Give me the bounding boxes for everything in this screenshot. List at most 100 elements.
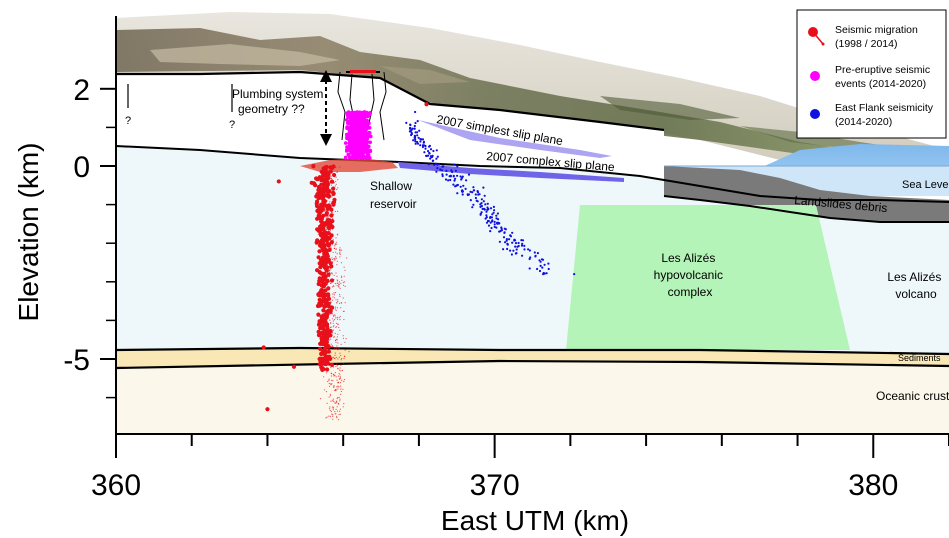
fine-seismicity-point: [332, 296, 333, 297]
east-flank-point: [430, 148, 432, 150]
east-flank-point: [419, 140, 421, 142]
fine-seismicity-point: [332, 294, 333, 295]
fine-seismicity-point: [327, 403, 328, 404]
fine-seismicity-point: [333, 325, 334, 326]
fine-seismicity-point: [330, 410, 331, 411]
east-flank-point: [465, 188, 467, 190]
fine-seismicity-point: [335, 292, 336, 293]
fine-seismicity-point: [337, 211, 338, 212]
seismic-migration-point: [316, 313, 320, 317]
fine-seismicity-point: [344, 379, 345, 380]
east-flank-point: [484, 209, 486, 211]
fine-seismicity-point: [336, 248, 337, 249]
east-flank-point: [489, 230, 491, 232]
east-flank-point: [435, 171, 437, 173]
question-mark-left: ?: [125, 115, 131, 127]
fine-seismicity-point: [333, 323, 334, 324]
fine-seismicity-point: [333, 347, 334, 348]
seismic-migration-point: [317, 330, 321, 334]
fine-seismicity-point: [337, 187, 338, 188]
seismic-migration-point: [311, 164, 315, 168]
fine-seismicity-point: [345, 286, 346, 287]
east-flank-point: [541, 267, 543, 269]
east-flank-point: [516, 248, 518, 250]
east-flank-point: [493, 206, 495, 208]
fine-seismicity-point: [339, 374, 340, 375]
fine-seismicity-point: [338, 327, 339, 328]
pre-eruptive-point: [354, 142, 358, 146]
east-flank-point: [433, 164, 435, 166]
pre-eruptive-point: [353, 134, 357, 138]
seismic-migration-point: [326, 171, 330, 175]
pre-eruptive-point: [350, 142, 354, 146]
fine-seismicity-point: [337, 365, 338, 366]
pre-eruptive-point: [346, 111, 350, 115]
fine-seismicity-point: [337, 285, 338, 286]
seismic-migration-point: [323, 299, 327, 303]
east-flank-point: [416, 131, 418, 133]
east-flank-point: [487, 209, 489, 211]
east-flank-point: [414, 125, 416, 127]
fine-seismicity-point: [334, 375, 335, 376]
seismic-migration-point: [277, 179, 281, 183]
fine-seismicity-point: [340, 376, 341, 377]
seismic-migration-point: [330, 278, 334, 282]
y-tick-label: -5: [63, 344, 90, 377]
fine-seismicity-point: [329, 379, 330, 380]
fine-seismicity-point: [330, 384, 331, 385]
fine-seismicity-point: [330, 401, 331, 402]
pre-eruptive-point: [357, 151, 361, 155]
seismic-migration-point: [329, 213, 333, 217]
fine-seismicity-point: [335, 258, 336, 259]
east-flank-point: [546, 272, 548, 274]
fine-seismicity-point: [328, 380, 329, 381]
east-flank-point: [497, 212, 499, 214]
fine-seismicity-point: [339, 284, 340, 285]
fine-seismicity-point: [340, 283, 341, 284]
east-flank-point: [453, 175, 455, 177]
seismic-migration-point: [331, 201, 335, 205]
east-flank-point: [428, 146, 430, 148]
east-flank-point: [468, 174, 470, 176]
legend: Seismic migration(1998 / 2014)Pre-erupti…: [797, 10, 946, 138]
fine-seismicity-point: [338, 419, 339, 420]
east-flank-point: [477, 190, 479, 192]
fine-seismicity-point: [339, 281, 340, 282]
fine-seismicity-point: [335, 390, 336, 391]
fine-seismicity-point: [343, 406, 344, 407]
fine-seismicity-point: [329, 406, 330, 407]
fine-seismicity-point: [336, 364, 337, 365]
fine-seismicity-point: [340, 254, 341, 255]
fine-seismicity-point: [337, 307, 338, 308]
fine-seismicity-point: [337, 301, 338, 302]
fine-seismicity-point: [340, 377, 341, 378]
east-flank-point: [502, 248, 504, 250]
seismic-migration-point: [325, 337, 329, 341]
east-flank-point: [483, 200, 485, 202]
fine-seismicity-point: [338, 376, 339, 377]
seismic-migration-point: [318, 265, 322, 269]
fine-seismicity-point: [328, 416, 329, 417]
fine-seismicity-point: [343, 358, 344, 359]
fine-seismicity-point: [334, 411, 335, 412]
east-flank-point: [428, 152, 430, 154]
pre-eruptive-point: [361, 130, 365, 134]
fine-seismicity-point: [332, 380, 333, 381]
east-flank-point: [547, 263, 549, 265]
fine-seismicity-point: [337, 299, 338, 300]
east-flank-point: [449, 179, 451, 181]
fine-seismicity-point: [333, 408, 334, 409]
east-flank-point: [471, 191, 473, 193]
east-flank-point: [542, 259, 544, 261]
legend-marker-red-small: [822, 43, 825, 46]
fine-seismicity-point: [336, 177, 337, 178]
fine-seismicity-point: [334, 259, 335, 260]
fine-seismicity-point: [330, 323, 331, 324]
fine-seismicity-point: [329, 408, 330, 409]
east-flank-point: [481, 198, 483, 200]
seismic-migration-point: [322, 198, 326, 202]
fine-seismicity-point: [339, 400, 340, 401]
fine-seismicity-point: [343, 403, 344, 404]
east-flank-point: [499, 241, 501, 243]
fine-seismicity-point: [336, 184, 337, 185]
